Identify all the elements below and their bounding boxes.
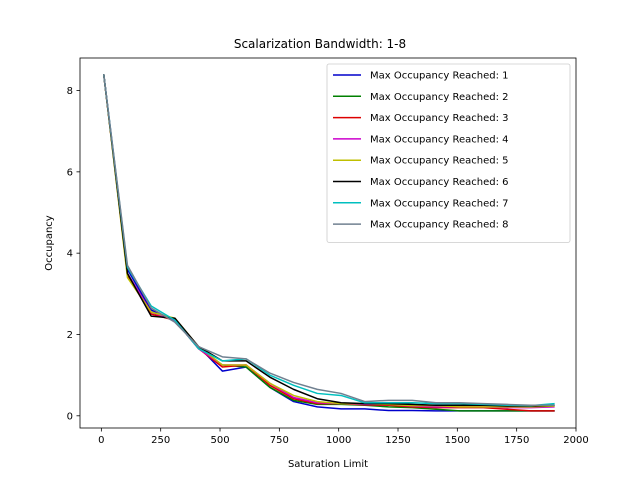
legend-label-8: Max Occupancy Reached: 8 [370, 220, 509, 231]
x-tick-label: 500 [210, 435, 229, 446]
x-tick-label: 1500 [445, 435, 470, 446]
y-tick-label: 4 [67, 249, 73, 260]
series-line-8 [102, 74, 555, 406]
series-line-7 [102, 74, 555, 407]
y-tick-label: 6 [67, 167, 73, 178]
x-tick-label: 250 [151, 435, 170, 446]
legend-label-5: Max Occupancy Reached: 5 [370, 156, 509, 167]
y-axis-ticks: 0 2 4 6 8 [67, 86, 80, 422]
y-tick-label: 8 [67, 86, 73, 97]
series-layer [102, 74, 555, 412]
legend-label-4: Max Occupancy Reached: 4 [370, 134, 509, 145]
chart-title: Scalarization Bandwidth: 1-8 [234, 37, 406, 51]
x-tick-label: 2000 [563, 435, 588, 446]
x-tick-label: 1750 [504, 435, 529, 446]
x-tick-label: 1000 [326, 435, 351, 446]
plot-frame [79, 57, 577, 429]
y-axis-label: Occupancy [44, 215, 55, 271]
legend-label-3: Max Occupancy Reached: 3 [370, 113, 509, 124]
x-axis-label: Saturation Limit [288, 459, 368, 470]
legend-label-7: Max Occupancy Reached: 7 [370, 198, 509, 209]
x-axis-ticks: 0 250 500 750 1000 1250 1500 1750 2000 [98, 428, 589, 446]
x-tick-label: 1250 [385, 435, 410, 446]
legend-label-1: Max Occupancy Reached: 1 [370, 71, 509, 82]
y-tick-label: 2 [67, 330, 73, 341]
x-tick-label: 0 [98, 435, 104, 446]
y-tick-label: 0 [67, 411, 73, 422]
legend: Max Occupancy Reached: 1 Max Occupancy Re… [326, 63, 571, 243]
legend-box [326, 63, 571, 243]
x-tick-label: 750 [270, 435, 289, 446]
legend-label-6: Max Occupancy Reached: 6 [370, 177, 509, 188]
legend-label-2: Max Occupancy Reached: 2 [370, 92, 509, 103]
series-line-6 [102, 74, 555, 407]
